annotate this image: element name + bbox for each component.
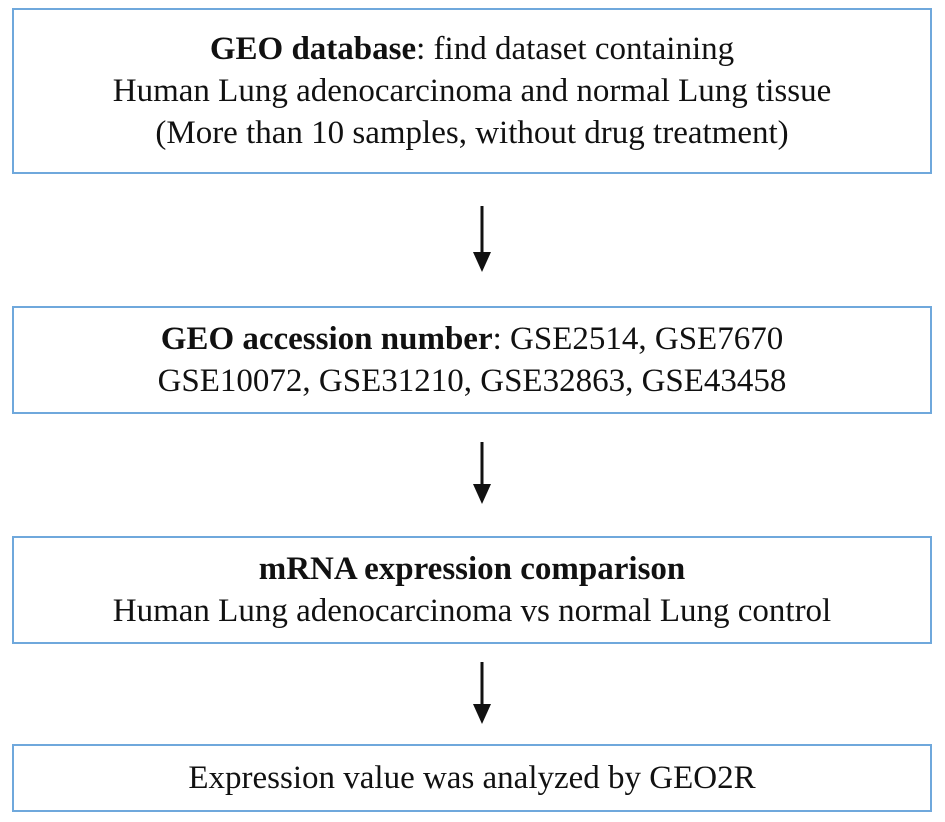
step-box-geo-database: GEO database: find dataset containing Hu… — [12, 8, 932, 174]
step-3-line-2: Human Lung adenocarcinoma vs normal Lung… — [112, 593, 832, 629]
step-2-line-1: GEO accession number: GSE2514, GSE7670 — [161, 318, 783, 360]
down-arrow-icon — [473, 206, 491, 272]
down-arrow-icon — [473, 662, 491, 724]
step-1-line-2: Human Lung adenocarcinoma and normal Lun… — [112, 73, 832, 109]
step-2-title: GEO accession number — [160, 321, 493, 357]
step-1-title: GEO database — [209, 31, 417, 67]
step-box-geo2r-analysis: Expression value was analyzed by GEO2R — [12, 744, 932, 812]
down-arrow-icon — [473, 442, 491, 504]
step-2-line-2: GSE10072, GSE31210, GSE32863, GSE43458 — [157, 363, 787, 399]
step-box-geo-accession: GEO accession number: GSE2514, GSE7670 G… — [12, 306, 932, 414]
step-box-mrna-comparison: mRNA expression comparison Human Lung ad… — [12, 536, 932, 644]
step-1-title-suffix: : find dataset containing — [416, 31, 735, 67]
step-3-title: mRNA expression comparison — [258, 551, 686, 587]
step-4-line-1: Expression value was analyzed by GEO2R — [188, 760, 756, 796]
step-1-line-3: (More than 10 samples, without drug trea… — [155, 115, 789, 151]
step-1-line-1: GEO database: find dataset containing — [210, 28, 734, 70]
step-3-line-1: mRNA expression comparison — [259, 548, 686, 590]
step-2-title-suffix: : GSE2514, GSE7670 — [492, 321, 784, 357]
